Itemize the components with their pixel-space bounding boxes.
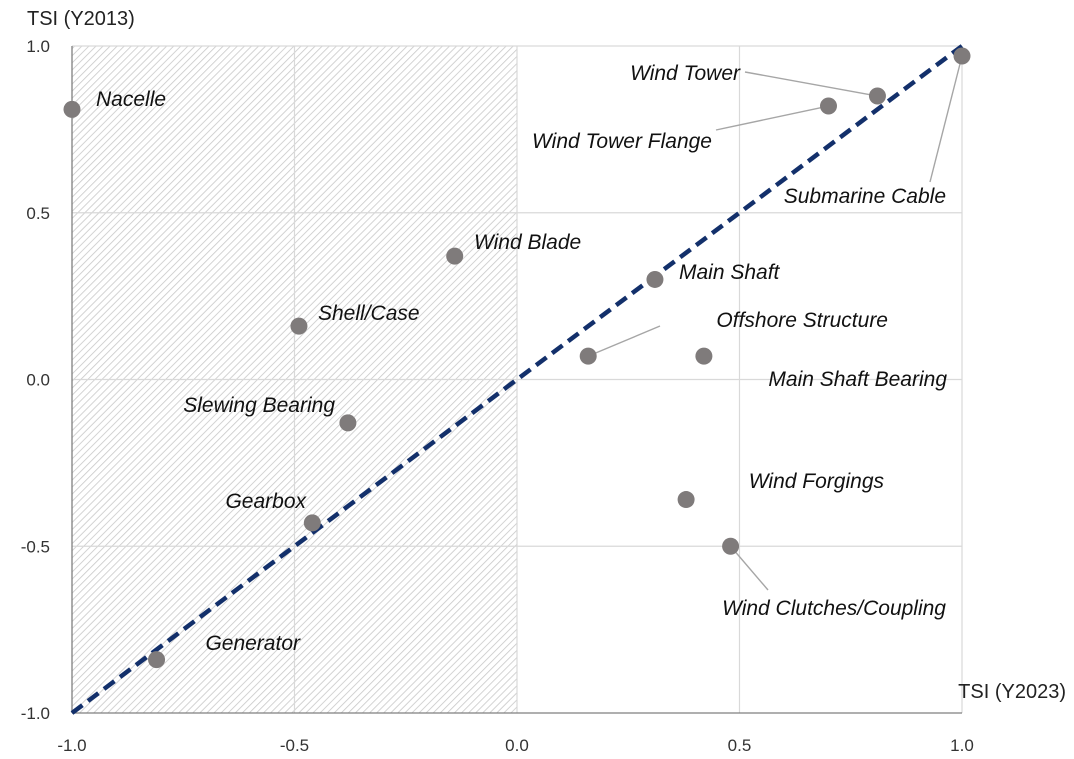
point-label: Main Shaft (679, 261, 781, 284)
data-point (868, 87, 886, 105)
data-point (646, 270, 664, 288)
axes (71, 46, 962, 714)
gridlines (72, 45, 963, 713)
data-point (63, 100, 81, 118)
leader-line (730, 545, 769, 591)
data-point (290, 317, 308, 335)
point-label: Wind Clutches/Coupling (722, 597, 946, 620)
x-tick-label: -0.5 (280, 736, 309, 755)
point-label: Wind Forgings (749, 470, 885, 493)
y-tick-label: -1.0 (21, 704, 50, 723)
point-label: Wind Tower (630, 62, 741, 85)
data-point (579, 347, 597, 365)
point-labels: Nacelle Wind Tower Wind Tower Flange Submar… (96, 62, 947, 655)
leader-lines (587, 55, 963, 591)
x-tick-label: 1.0 (950, 736, 974, 755)
x-axis-title: TSI (Y2023) (958, 681, 1066, 703)
y-tick-label: -0.5 (21, 537, 50, 556)
leader-line (929, 55, 963, 183)
x-tick-label: -1.0 (57, 736, 86, 755)
data-point (148, 651, 166, 669)
point-label: Shell/Case (318, 302, 420, 325)
data-point (677, 491, 695, 509)
data-points (63, 47, 971, 669)
y-axis-title: TSI (Y2013) (27, 8, 135, 30)
data-point (339, 414, 357, 432)
y-tick-label: 0.0 (26, 371, 50, 390)
data-point (303, 514, 321, 532)
leader-line (744, 71, 878, 97)
point-label: Generator (205, 632, 301, 655)
leader-line (587, 325, 661, 357)
x-tick-label: 0.5 (728, 736, 752, 755)
data-point (722, 537, 740, 555)
point-label: Main Shaft Bearing (768, 368, 947, 391)
point-label: Wind Blade (474, 231, 581, 254)
data-point (953, 47, 971, 65)
point-label: Submarine Cable (784, 185, 946, 208)
point-label: Nacelle (96, 88, 166, 111)
leader-line (715, 105, 829, 131)
point-label: Wind Tower Flange (532, 130, 712, 153)
y-tick-label: 0.5 (26, 204, 50, 223)
reference-diagonal-line (70, 44, 964, 715)
point-label: Gearbox (225, 490, 307, 513)
point-label: Offshore Structure (716, 309, 888, 332)
data-point (695, 347, 713, 365)
data-point (446, 247, 464, 265)
tick-labels: -1.0 -0.5 0.0 0.5 1.0 -1.0 -0.5 0.0 0.5 1.0 (21, 37, 974, 755)
data-point (820, 97, 837, 115)
point-label: Slewing Bearing (183, 394, 335, 417)
y-tick-label: 1.0 (26, 37, 50, 56)
x-tick-label: 0.0 (505, 736, 529, 755)
